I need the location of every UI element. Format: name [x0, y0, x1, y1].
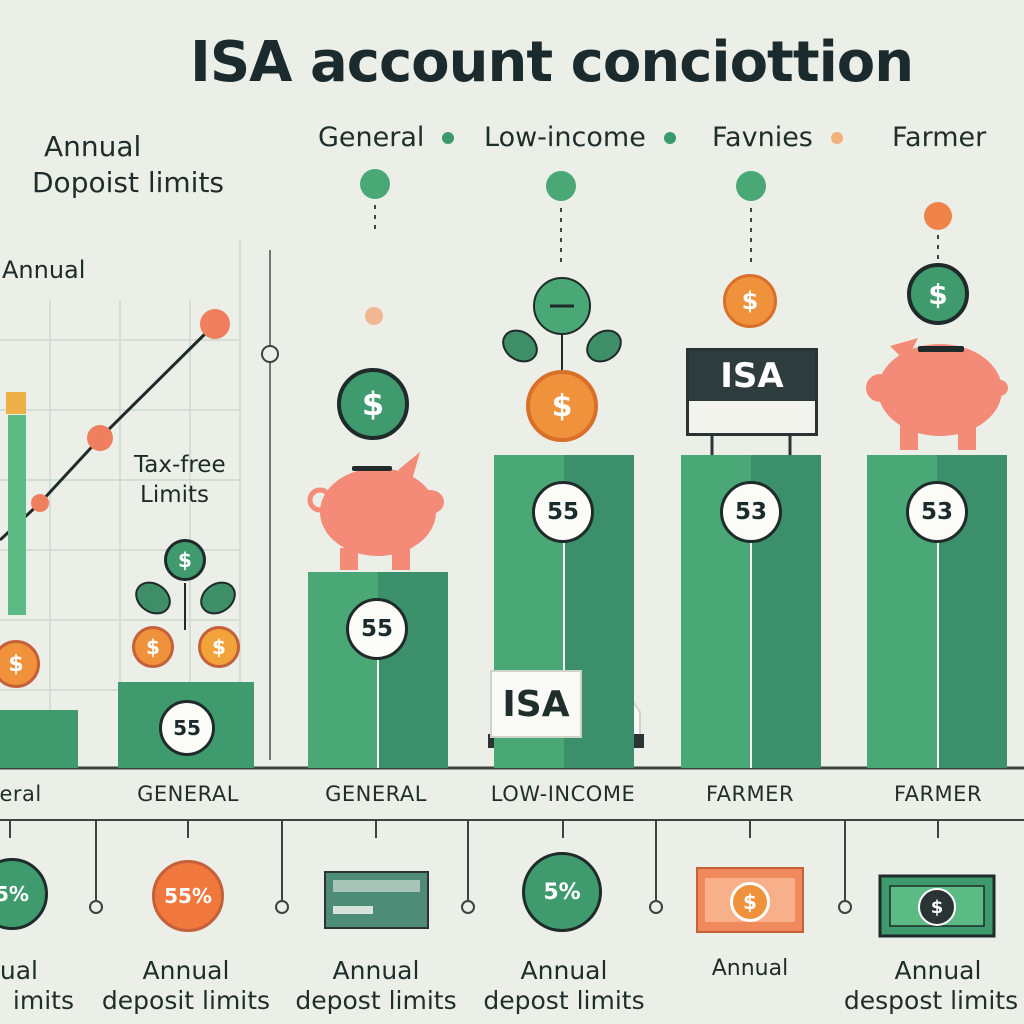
bottom-label-line1: Annual — [142, 956, 230, 985]
isa-sign-label: ISA — [689, 351, 815, 401]
bar-divider — [750, 542, 752, 768]
dollar-coin-icon: $ — [164, 539, 206, 581]
timeline-connectors — [9, 820, 939, 914]
bar-divider — [377, 660, 379, 768]
legend-dot — [830, 131, 843, 144]
marker-drop — [924, 202, 952, 230]
dollar-coin-icon: $ — [907, 263, 969, 325]
side-title-line2: Dopoist limits — [32, 166, 225, 199]
tax-free-line1: Tax-free — [134, 452, 226, 478]
legend-label: Favnies — [712, 122, 813, 153]
banknote-icon — [324, 871, 429, 929]
plant-leaves — [135, 329, 622, 615]
trend-point — [87, 425, 113, 451]
category-label: LOW-INCOME — [490, 782, 636, 806]
dollar-coin-icon: $ — [526, 370, 598, 442]
value-badge: 55 — [159, 700, 215, 756]
dollar-coin-icon: $ — [337, 368, 409, 440]
marker-drop — [736, 171, 766, 201]
left-green-bar-cap — [6, 392, 26, 414]
marker-drop — [546, 171, 576, 201]
category-label: GENERAL — [137, 782, 239, 806]
bottom-label-line2: deposit limits — [101, 986, 271, 1015]
legend-item-low-income: Low-income — [484, 122, 676, 153]
legend-dot — [442, 131, 455, 144]
bottom-label-line2: despost limits — [843, 986, 1019, 1015]
side-title-line1: Annual — [44, 130, 142, 163]
bottom-label-line1: nual — [0, 956, 38, 985]
bar-divider — [937, 542, 939, 768]
dollar-coin-icon: $ — [198, 626, 240, 668]
bottom-label-line1: Annual — [332, 956, 420, 985]
truck-box-label: ISA — [490, 670, 582, 738]
axis-marker — [261, 345, 279, 363]
marker-drop — [360, 169, 390, 199]
bar-small-left — [0, 710, 78, 768]
bottom-label-line2: imits — [12, 986, 74, 1015]
dollar-coin-icon: $ — [132, 626, 174, 668]
legend-dot — [663, 131, 676, 144]
tax-free-line2: Limits — [140, 482, 209, 508]
legend-label: General — [318, 122, 425, 153]
legend-item-favnies: Favnies — [712, 122, 843, 153]
legend-item-farmer: Farmer — [892, 122, 986, 153]
bottom-label-line2: depost limits — [295, 986, 457, 1015]
dollar-coin-icon: $ — [0, 640, 40, 688]
bottom-label-line1: Annual — [711, 956, 789, 981]
trend-point — [31, 494, 49, 512]
left-green-bar — [8, 415, 26, 615]
category-label: eneral — [0, 782, 42, 806]
value-badge: 53 — [720, 481, 782, 543]
dollar-badge: $ — [918, 888, 956, 926]
bar-divider — [563, 542, 565, 682]
bottom-label-line1: Annual — [894, 956, 982, 985]
marker-dot — [365, 307, 383, 325]
category-label: GENERAL — [325, 782, 427, 806]
dollar-badge: $ — [730, 882, 770, 922]
piggy-bank-2 — [866, 338, 1008, 450]
value-badge: 53 — [906, 481, 968, 543]
value-badge: 55 — [346, 598, 408, 660]
percent-badge: 5% — [522, 852, 602, 932]
dollar-coin-icon: $ — [723, 274, 777, 328]
page-title: ISA account conciottion — [190, 30, 914, 95]
bottom-label-line2: depost limits — [483, 986, 645, 1015]
legend-label: Farmer — [892, 122, 987, 153]
value-badge: 55 — [532, 481, 594, 543]
bottom-label-line1: Annual — [520, 956, 608, 985]
legend-label: Low-income — [484, 122, 646, 153]
piggy-bank-1 — [307, 452, 444, 570]
plant-stems — [184, 335, 563, 630]
legend-item-general: General — [318, 122, 455, 153]
trend-point — [200, 309, 230, 339]
isa-sign: ISA — [686, 348, 818, 436]
category-label: FARMER — [705, 782, 795, 806]
category-label: FARMER — [893, 782, 983, 806]
percent-badge: 55% — [152, 860, 224, 932]
top-stems — [374, 205, 939, 262]
annual-label: Annual — [2, 256, 86, 284]
